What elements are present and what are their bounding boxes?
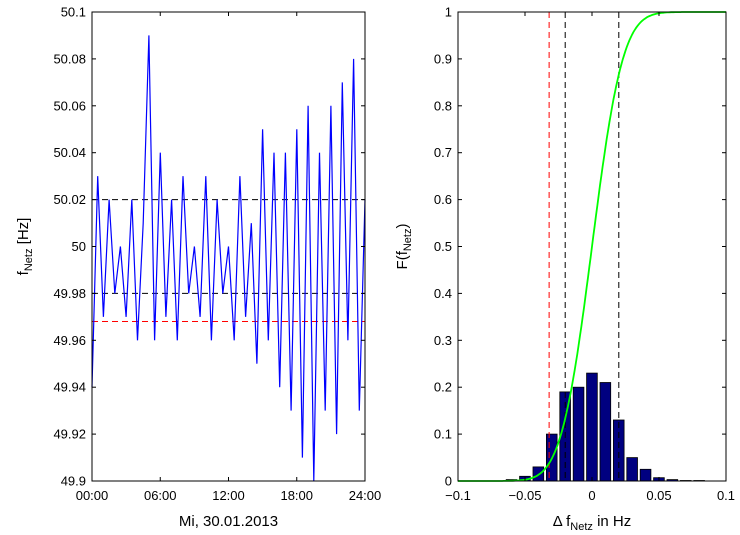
right-x-tick-label: −0.1	[445, 488, 471, 503]
histogram-bar	[572, 386, 585, 482]
frequency-series-line-0	[91, 35, 366, 482]
left-x-tick-label: 18:00	[280, 488, 313, 503]
right-y-tick-label: 0.2	[434, 380, 452, 395]
left-y-tick-label: 50.02	[53, 192, 86, 207]
left-x-axis-label: Mi, 30.01.2013	[179, 513, 278, 530]
left-y-tick-label: 49.98	[53, 286, 86, 301]
left-y-tick-label: 49.94	[53, 380, 86, 395]
right-y-tick-label: 0.8	[434, 98, 452, 113]
left-y-tick-label: 50.08	[53, 51, 86, 66]
right-y-tick-label: 0.5	[434, 239, 452, 254]
right-y-tick-label: 0	[445, 474, 452, 489]
left-y-axis-label: fNetz [Hz]	[15, 218, 35, 276]
right-y-tick-label: 0.9	[434, 51, 452, 66]
right-y-tick-label: 0.1	[434, 427, 452, 442]
left-x-tick-label: 12:00	[212, 488, 245, 503]
right-y-axis-label: F(fNetz)	[394, 224, 414, 270]
left-x-tick-label: 24:00	[349, 488, 382, 503]
histogram-bar	[639, 468, 652, 482]
left-y-tick-label: 49.92	[53, 427, 86, 442]
histogram-bar	[599, 382, 612, 482]
histogram-bar	[613, 419, 625, 482]
distribution-chart: −0.1 −0.05 0 0.05 0.1 0 0.1 0.2 0.3 0.4 0.5 0.6 0.7…	[394, 5, 735, 534]
right-x-tick-label: 0.05	[646, 488, 671, 503]
left-y-tick-label: 49.9	[61, 474, 86, 489]
left-y-tick-label: 49.96	[53, 333, 86, 348]
left-y-tick-label: 50.04	[53, 145, 86, 160]
frequency-time-chart: 00:00 06:00 12:00 18:00 24:00 49.9 49.92 49.94…	[15, 5, 381, 531]
left-x-tick-label: 06:00	[144, 488, 177, 503]
right-x-tick-label: −0.05	[509, 488, 542, 503]
right-y-tick-label: 0.4	[434, 286, 452, 301]
right-y-tick-label: 0.7	[434, 145, 452, 160]
right-x-tick-label: 0.1	[717, 488, 735, 503]
histogram-bar	[626, 457, 638, 482]
right-y-tick-label: 0.6	[434, 192, 452, 207]
right-y-tick-label: 0.3	[434, 333, 452, 348]
left-y-tick-label: 50	[72, 239, 86, 254]
right-x-tick-label: 0	[588, 488, 595, 503]
right-y-tick-label: 1	[445, 5, 452, 20]
right-x-axis-label: Δ fNetz in Hz	[553, 513, 632, 533]
left-y-tick-label: 50.1	[61, 5, 86, 20]
left-x-tick-label: 00:00	[76, 488, 109, 503]
histogram-bar	[586, 372, 598, 482]
left-y-tick-label: 50.06	[53, 98, 86, 113]
